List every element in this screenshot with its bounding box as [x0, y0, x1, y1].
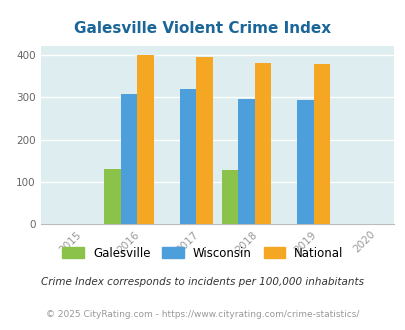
Bar	[254, 63, 271, 224]
Bar	[296, 100, 313, 224]
Bar	[179, 89, 196, 224]
Bar	[238, 99, 254, 224]
Bar	[313, 64, 329, 224]
Text: Crime Index corresponds to incidents per 100,000 inhabitants: Crime Index corresponds to incidents per…	[41, 278, 364, 287]
Text: © 2025 CityRating.com - https://www.cityrating.com/crime-statistics/: © 2025 CityRating.com - https://www.city…	[46, 310, 359, 319]
Bar	[104, 169, 120, 224]
Bar	[196, 57, 212, 224]
Bar	[137, 55, 153, 224]
Bar	[120, 94, 137, 224]
Text: Galesville Violent Crime Index: Galesville Violent Crime Index	[74, 21, 331, 36]
Legend: Galesville, Wisconsin, National: Galesville, Wisconsin, National	[58, 242, 347, 264]
Bar	[222, 170, 238, 224]
